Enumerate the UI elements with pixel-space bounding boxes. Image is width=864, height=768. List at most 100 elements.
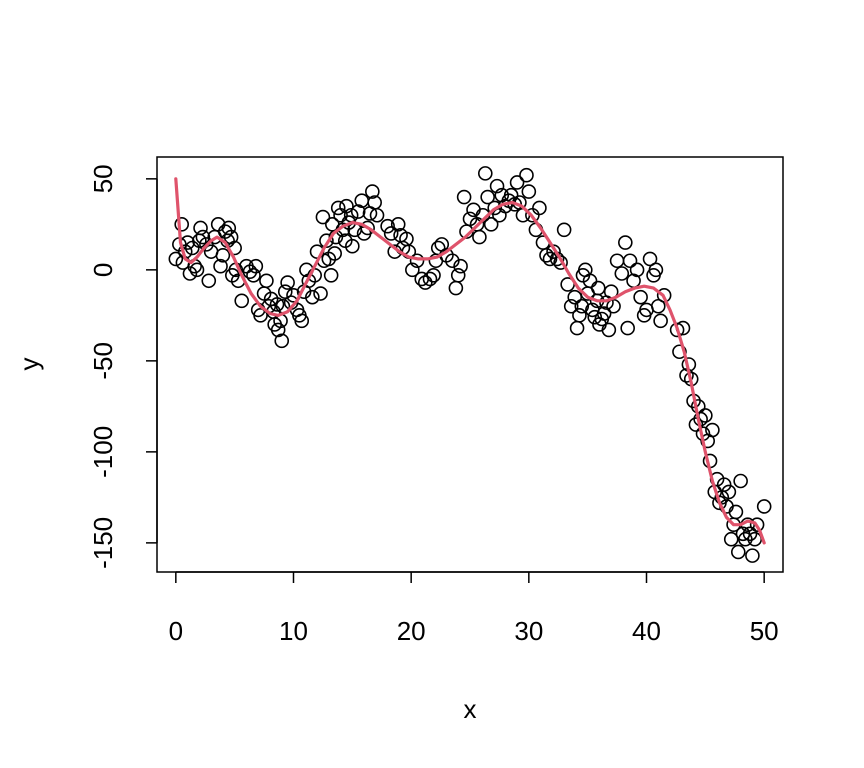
data-point	[450, 268, 466, 283]
data-point	[556, 222, 572, 238]
x-axis-label: x	[464, 694, 477, 724]
y-tick-label: 50	[88, 164, 118, 193]
x-tick-label: 40	[632, 616, 661, 646]
data-point	[294, 313, 310, 329]
data-point	[650, 298, 666, 314]
data-point	[246, 268, 261, 283]
data-point	[369, 207, 385, 223]
data-point	[327, 246, 342, 261]
data-point	[574, 298, 590, 314]
data-point	[195, 229, 211, 245]
data-point	[213, 258, 228, 274]
data-point	[480, 189, 495, 205]
data-point	[633, 289, 648, 305]
data-point	[174, 217, 190, 232]
data-point	[380, 218, 395, 234]
data-point	[587, 309, 603, 325]
data-point	[221, 220, 237, 236]
data-point	[201, 273, 217, 289]
data-point	[567, 289, 583, 305]
data-point	[582, 273, 598, 289]
x-tick-label: 10	[279, 616, 308, 646]
data-point	[345, 238, 360, 254]
data-point	[509, 175, 525, 190]
data-point	[313, 286, 328, 301]
data-point	[642, 251, 658, 267]
fit-line	[174, 177, 766, 545]
data-point	[609, 253, 625, 269]
data-point	[669, 322, 685, 338]
data-point	[409, 253, 425, 269]
data-point	[728, 504, 744, 520]
data-point	[456, 189, 472, 205]
data-point	[596, 306, 612, 321]
data-point	[656, 288, 672, 303]
data-point	[539, 247, 554, 263]
x-tick-label: 20	[397, 616, 426, 646]
data-point	[542, 251, 558, 267]
data-point	[168, 251, 184, 267]
y-tick-label: 0	[88, 263, 118, 277]
data-point	[487, 200, 503, 216]
y-tick-label: -100	[88, 426, 118, 478]
data-point	[280, 275, 295, 290]
data-point	[199, 237, 214, 252]
y-axis: 50 0 -50 -100 -150	[88, 164, 158, 569]
data-point	[405, 262, 420, 278]
data-point	[182, 266, 198, 281]
data-point	[417, 275, 433, 290]
data-point	[745, 548, 760, 563]
y-tick-label: -50	[88, 342, 118, 380]
data-point	[215, 247, 231, 263]
x-tick-label: 0	[169, 616, 183, 646]
data-point	[532, 200, 547, 216]
data-point	[360, 220, 375, 236]
data-point	[305, 289, 320, 305]
data-point	[572, 308, 587, 323]
plot-frame	[156, 156, 784, 573]
data-point	[248, 258, 264, 274]
data-point	[269, 297, 285, 312]
x-axis: 0 10 20 30 40 50	[169, 571, 779, 646]
data-point	[749, 517, 765, 532]
data-point	[259, 273, 274, 289]
y-tick-label: -150	[88, 517, 118, 569]
data-points	[168, 166, 772, 563]
data-point	[323, 268, 339, 283]
y-axis-label: y	[14, 358, 44, 371]
data-point	[422, 271, 438, 287]
data-point	[723, 531, 739, 547]
data-point	[614, 266, 630, 281]
data-point	[234, 293, 250, 309]
data-point	[339, 198, 354, 214]
data-point	[622, 253, 638, 269]
data-point	[672, 344, 687, 360]
data-point	[730, 544, 746, 560]
data-point	[430, 240, 446, 256]
data-point	[453, 258, 468, 274]
data-point	[733, 473, 748, 489]
data-point	[756, 499, 772, 514]
data-point	[716, 477, 732, 492]
data-point	[274, 333, 290, 349]
data-point	[618, 235, 633, 250]
data-point	[563, 298, 579, 314]
data-point	[477, 166, 493, 181]
x-tick-label: 30	[514, 616, 543, 646]
data-point	[648, 262, 664, 278]
data-point	[705, 422, 720, 438]
data-point	[277, 284, 293, 299]
data-point	[590, 280, 606, 296]
data-point	[330, 200, 346, 216]
data-point	[383, 226, 399, 241]
data-point	[193, 220, 208, 236]
data-point	[472, 229, 487, 245]
data-point	[629, 262, 645, 278]
x-tick-label: 50	[750, 616, 779, 646]
data-point	[390, 217, 406, 232]
data-point	[483, 217, 499, 232]
data-point	[253, 308, 268, 323]
data-point	[519, 167, 534, 183]
data-point	[569, 320, 585, 336]
